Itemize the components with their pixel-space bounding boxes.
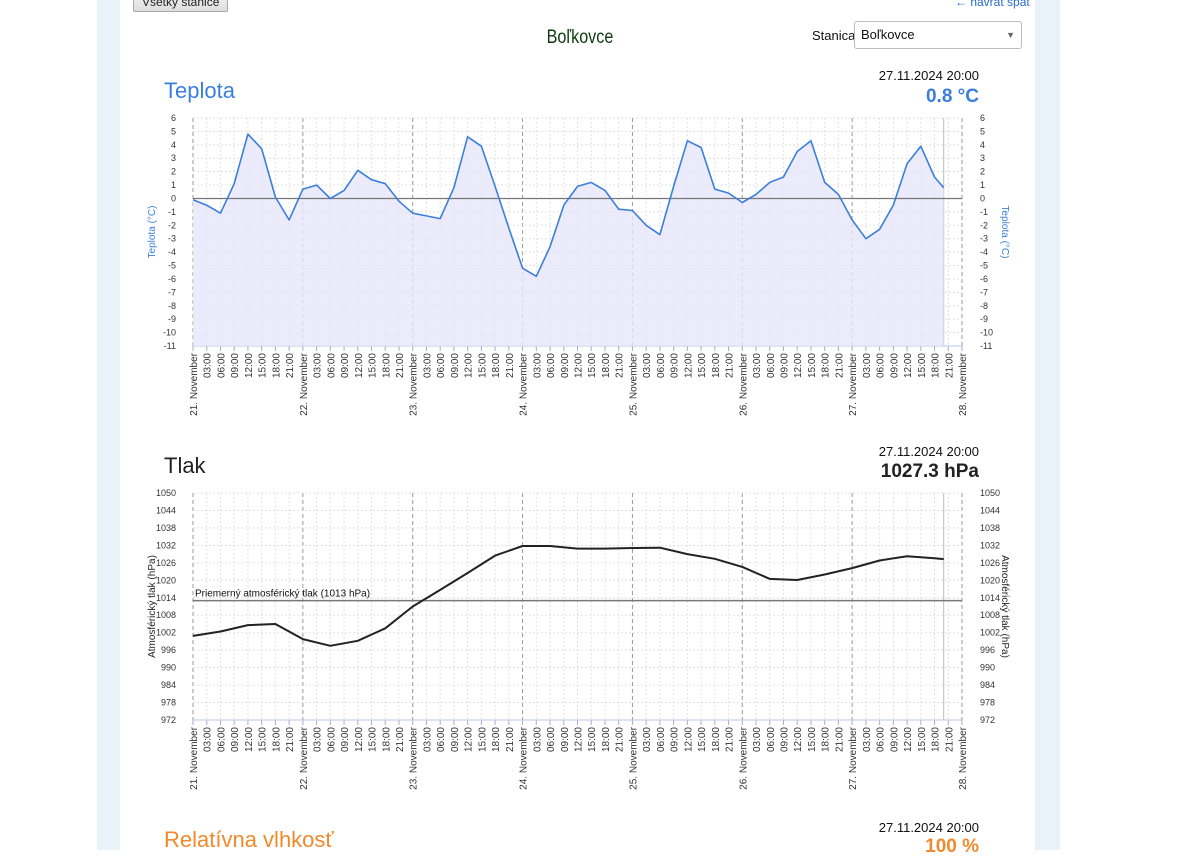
x-day-label: 24. November bbox=[519, 726, 530, 789]
y-tick-label-left: 990 bbox=[161, 663, 176, 673]
x-hour-label: 06:00 bbox=[876, 727, 887, 752]
x-hour-label: 03:00 bbox=[422, 727, 433, 752]
x-hour-label: 12:00 bbox=[464, 727, 475, 752]
x-hour-label: 18:00 bbox=[381, 727, 392, 752]
x-hour-label: 21:00 bbox=[834, 727, 845, 752]
x-hour-label: 18:00 bbox=[601, 727, 612, 752]
x-hour-label: 06:00 bbox=[656, 727, 667, 752]
x-hour-label: 15:00 bbox=[258, 727, 269, 752]
x-hour-label: 06:00 bbox=[766, 727, 777, 752]
y-tick-label-left: 1014 bbox=[156, 593, 176, 603]
y-tick-label-right: 990 bbox=[980, 663, 995, 673]
y-tick-label-right: 1044 bbox=[980, 505, 1000, 515]
x-hour-label: 03:00 bbox=[862, 727, 873, 752]
x-hour-label: 18:00 bbox=[491, 727, 502, 752]
y-tick-label-right: 984 bbox=[980, 680, 995, 690]
y-tick-label-right: 1014 bbox=[980, 593, 1000, 603]
y-tick-label-right: 978 bbox=[980, 698, 995, 708]
y-tick-label-left: 978 bbox=[161, 698, 176, 708]
x-hour-label: 18:00 bbox=[271, 727, 282, 752]
y-tick-label-right: 1008 bbox=[980, 610, 1000, 620]
humidity-date: 27.11.2024 20:00 bbox=[800, 820, 979, 835]
x-hour-label: 06:00 bbox=[216, 727, 227, 752]
y-tick-label-left: 1008 bbox=[156, 610, 176, 620]
x-hour-label: 12:00 bbox=[574, 727, 585, 752]
y-tick-label-left: 972 bbox=[161, 715, 176, 725]
y-tick-label-left: 1002 bbox=[156, 628, 176, 638]
x-hour-label: 09:00 bbox=[889, 727, 900, 752]
y-axis-title-right: Atmosférický tlak (hPa) bbox=[999, 555, 1010, 658]
x-hour-label: 09:00 bbox=[560, 727, 571, 752]
x-hour-label: 21:00 bbox=[285, 727, 296, 752]
x-hour-label: 06:00 bbox=[326, 727, 337, 752]
y-axis-title-left: Atmosférický tlak (hPa) bbox=[147, 555, 158, 658]
y-tick-label-left: 1026 bbox=[156, 558, 176, 568]
x-hour-label: 12:00 bbox=[793, 727, 804, 752]
y-tick-label-left: 1050 bbox=[156, 488, 176, 498]
y-tick-label-right: 1026 bbox=[980, 558, 1000, 568]
x-hour-label: 06:00 bbox=[546, 727, 557, 752]
y-tick-label-right: 996 bbox=[980, 645, 995, 655]
x-hour-label: 12:00 bbox=[903, 727, 914, 752]
x-day-label: 28. November bbox=[958, 726, 969, 789]
y-tick-label-right: 1020 bbox=[980, 575, 1000, 585]
y-tick-label-right: 1050 bbox=[980, 488, 1000, 498]
x-day-label: 22. November bbox=[299, 726, 310, 789]
x-hour-label: 03:00 bbox=[313, 727, 324, 752]
x-hour-label: 09:00 bbox=[340, 727, 351, 752]
humidity-value: 100 % bbox=[780, 836, 979, 858]
x-hour-label: 21:00 bbox=[944, 727, 955, 752]
x-hour-label: 09:00 bbox=[779, 727, 790, 752]
x-hour-label: 12:00 bbox=[244, 727, 255, 752]
y-tick-label-right: 972 bbox=[980, 715, 995, 725]
humidity-title: Relatívna vlhkosť bbox=[164, 827, 334, 853]
x-hour-label: 12:00 bbox=[683, 727, 694, 752]
x-hour-label: 15:00 bbox=[477, 727, 488, 752]
y-tick-label-left: 984 bbox=[161, 680, 176, 690]
x-hour-label: 03:00 bbox=[752, 727, 763, 752]
y-tick-label-right: 1032 bbox=[980, 540, 1000, 550]
y-tick-label-right: 1038 bbox=[980, 523, 1000, 533]
x-hour-label: 21:00 bbox=[395, 727, 406, 752]
x-hour-label: 12:00 bbox=[354, 727, 365, 752]
x-hour-label: 03:00 bbox=[642, 727, 653, 752]
x-hour-label: 18:00 bbox=[931, 727, 942, 752]
reference-label: Priemerný atmosférický tlak (1013 hPa) bbox=[195, 589, 370, 600]
x-hour-label: 09:00 bbox=[450, 727, 461, 752]
x-hour-label: 15:00 bbox=[697, 727, 708, 752]
x-hour-label: 03:00 bbox=[203, 727, 214, 752]
x-day-label: 26. November bbox=[738, 726, 749, 789]
x-hour-label: 15:00 bbox=[587, 727, 598, 752]
x-day-label: 27. November bbox=[848, 726, 859, 789]
y-tick-label-right: 1002 bbox=[980, 628, 1000, 638]
x-hour-label: 15:00 bbox=[917, 727, 928, 752]
x-hour-label: 09:00 bbox=[670, 727, 681, 752]
x-hour-label: 15:00 bbox=[368, 727, 379, 752]
x-hour-label: 09:00 bbox=[230, 727, 241, 752]
y-tick-label-left: 1044 bbox=[156, 505, 176, 515]
x-hour-label: 15:00 bbox=[807, 727, 818, 752]
x-hour-label: 06:00 bbox=[436, 727, 447, 752]
y-tick-label-left: 1020 bbox=[156, 575, 176, 585]
x-hour-label: 21:00 bbox=[615, 727, 626, 752]
x-hour-label: 03:00 bbox=[532, 727, 543, 752]
x-hour-label: 18:00 bbox=[711, 727, 722, 752]
x-day-label: 21. November bbox=[189, 726, 200, 789]
y-tick-label-left: 996 bbox=[161, 645, 176, 655]
x-hour-label: 21:00 bbox=[725, 727, 736, 752]
x-day-label: 25. November bbox=[628, 726, 639, 789]
x-day-label: 23. November bbox=[409, 726, 420, 789]
y-tick-label-left: 1032 bbox=[156, 540, 176, 550]
y-tick-label-left: 1038 bbox=[156, 523, 176, 533]
x-hour-label: 18:00 bbox=[821, 727, 832, 752]
x-hour-label: 21:00 bbox=[505, 727, 516, 752]
